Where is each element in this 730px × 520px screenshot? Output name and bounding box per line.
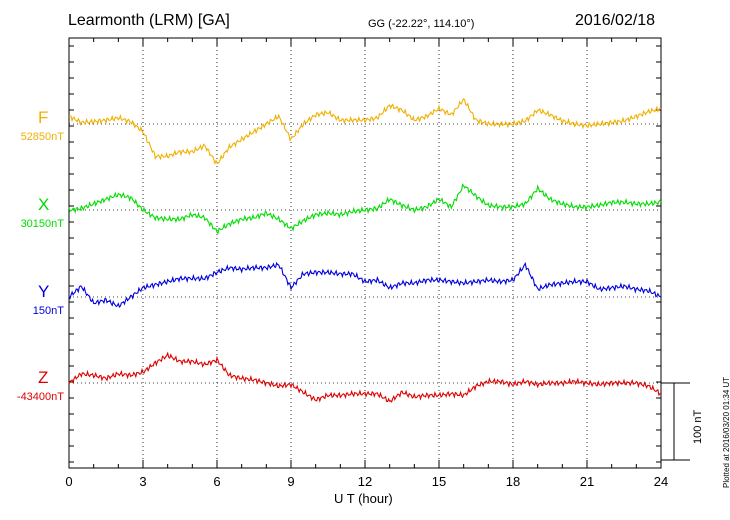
channel-name-z: Z xyxy=(38,368,49,387)
x-tick-label: 12 xyxy=(358,474,372,489)
series-z-line xyxy=(68,351,662,403)
x-axis-label: U T (hour) xyxy=(334,491,393,506)
channel-name-y: Y xyxy=(38,282,50,301)
x-tick-label: 3 xyxy=(139,474,146,489)
geographic-coordinates: GG (-22.22°, 114.10°) xyxy=(368,18,475,30)
scale-bar-label: 100 nT xyxy=(692,409,704,444)
station-title: Learmonth (LRM) [GA] xyxy=(68,12,230,29)
channel-baseline-f: 52850nT xyxy=(20,131,64,143)
x-tick-label: 9 xyxy=(287,474,294,489)
series-f-line xyxy=(68,97,662,166)
x-tick-label: 21 xyxy=(580,474,594,489)
series-y-line xyxy=(68,261,662,309)
x-tick-label: 15 xyxy=(432,474,446,489)
channel-name-f: F xyxy=(38,108,49,127)
channel-baseline-y: 150nT xyxy=(32,305,64,317)
observation-date: 2016/02/18 xyxy=(575,12,656,29)
channel-name-x: X xyxy=(38,195,50,214)
series-x-line xyxy=(68,182,662,235)
x-tick-label: 0 xyxy=(65,474,72,489)
x-tick-label: 24 xyxy=(654,474,668,489)
channel-baseline-z: -43400nT xyxy=(16,391,64,403)
channel-baseline-x: 30150nT xyxy=(20,218,64,230)
plotted-timestamp: Plotted at 2016/03/20 01:34 UT xyxy=(722,376,730,488)
x-tick-label: 18 xyxy=(506,474,520,489)
x-tick-label: 6 xyxy=(213,474,220,489)
